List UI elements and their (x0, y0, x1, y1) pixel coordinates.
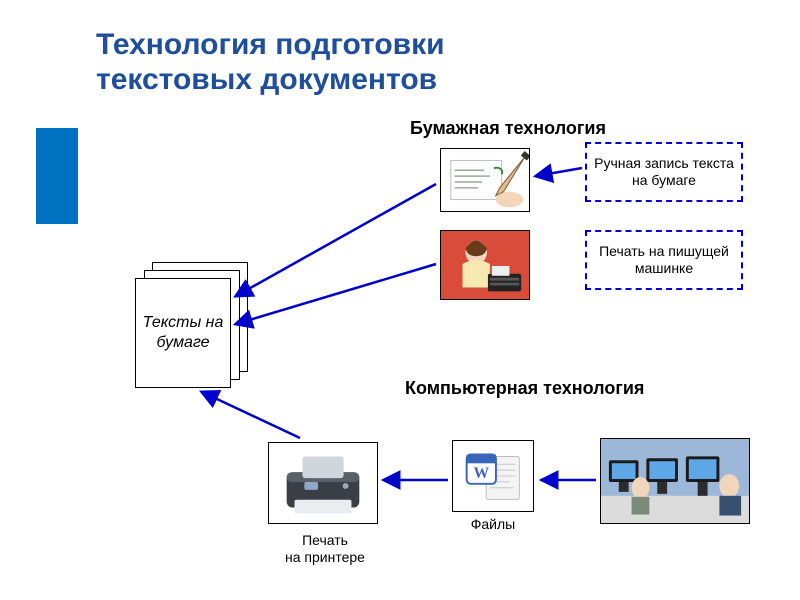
box-typewriter: Печать на пишущей машинке (585, 230, 743, 290)
arrow-typeimg-to-texts (236, 264, 436, 324)
title-line1: Технология подготовки (96, 28, 445, 61)
image-files: W (452, 440, 534, 512)
image-typewriter (440, 230, 530, 300)
page-title: Технология подготовки текстовых документ… (96, 28, 445, 97)
svg-text:W: W (473, 465, 489, 482)
arrow-handimg-to-texts (236, 184, 436, 296)
image-handwriting (440, 148, 530, 212)
section-computer-heading: Компьютерная технология (405, 378, 644, 399)
box-texts-on-paper: Тексты на бумаге (135, 278, 231, 388)
image-printer (268, 442, 378, 524)
box-texts-label: Тексты на бумаге (136, 313, 230, 353)
label-print-line2: на принтере (285, 549, 365, 565)
label-print: Печать на принтере (270, 532, 380, 566)
box-handwriting: Ручная запись текста на бумаге (585, 142, 743, 202)
title-line2: текстовых документов (96, 63, 437, 96)
section-paper-heading: Бумажная технология (410, 118, 606, 139)
sidebar-accent (36, 128, 78, 224)
arrow-hand-to-img (536, 168, 582, 176)
label-files: Файлы (460, 516, 526, 532)
arrow-printer-to-texts (202, 392, 300, 438)
label-print-line1: Печать (302, 532, 348, 548)
image-computers (600, 438, 750, 524)
